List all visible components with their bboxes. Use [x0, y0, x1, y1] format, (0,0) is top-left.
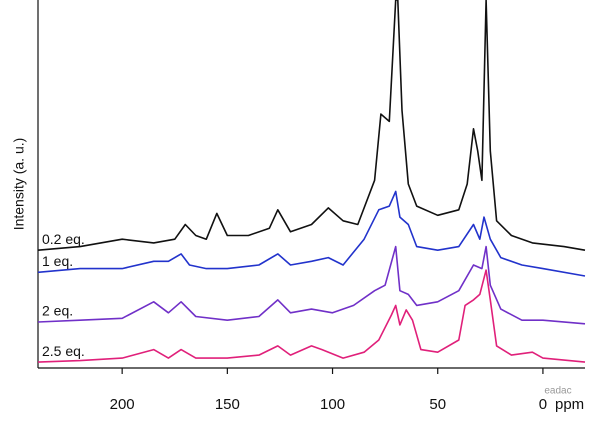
spectrum-line: [37, 245, 586, 325]
spectrum-line: [37, 269, 586, 363]
series-label: 2.5 eq.: [42, 343, 85, 359]
series-label: 1 eq.: [42, 253, 73, 269]
spectrum-line: [37, 190, 586, 277]
y-axis-label: Intensity (a. u.): [11, 138, 27, 231]
x-axis-label: ppm: [555, 396, 584, 413]
x-tick-label: 150: [215, 396, 240, 413]
x-tick-label: 50: [429, 396, 446, 413]
watermark: eadac: [544, 386, 571, 397]
series-label: 2 eq.: [42, 303, 73, 319]
spectrum-line: [37, 0, 586, 251]
x-tick-label: 100: [320, 396, 345, 413]
x-tick-label: 0: [539, 396, 547, 413]
series-label: 0.2 eq.: [42, 231, 85, 247]
x-tick-label: 200: [110, 396, 135, 413]
